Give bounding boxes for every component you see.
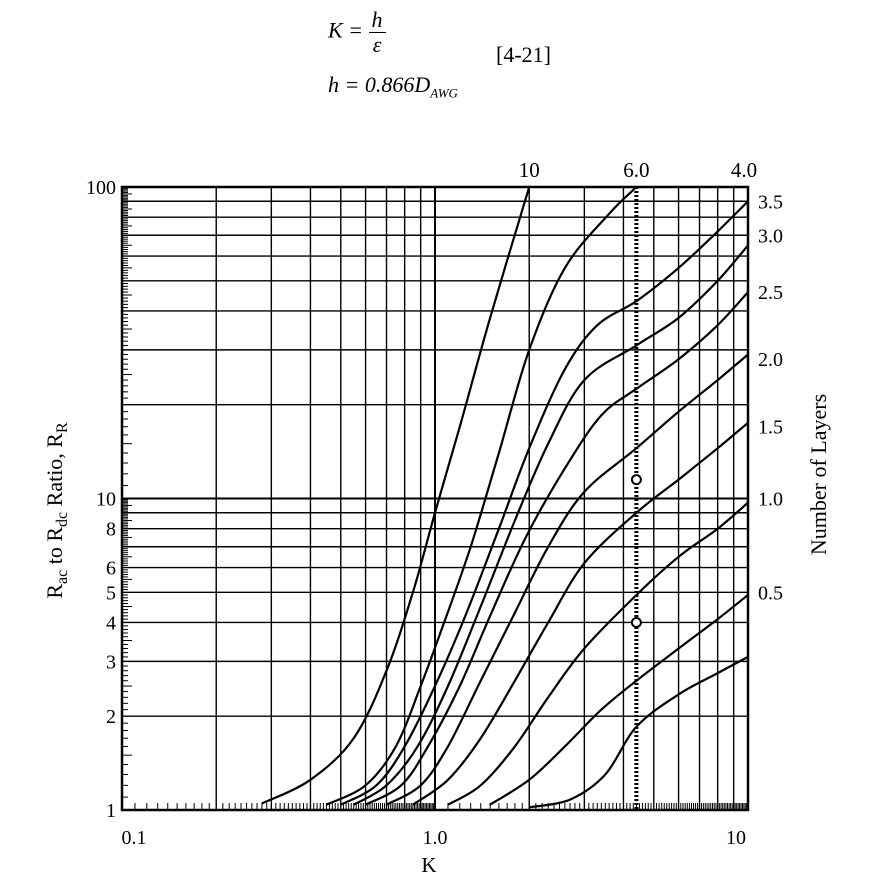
chart-labels: 100 10 8 65 4 3 2 1 0.1 1.0 10 10 6.0 4.03.5 3.0 2.5 2.0…: [42, 158, 831, 877]
series-line-6.0: [326, 187, 638, 806]
series-line-1.5: [447, 501, 748, 806]
x-axis-label: K: [421, 853, 436, 877]
right-layer-label: 0.5: [758, 582, 783, 604]
chart-series: [261, 187, 748, 809]
y-axis-label-part: R: [54, 422, 71, 433]
y-axis-label-part: dc: [54, 512, 71, 527]
y-tick-label: 1: [106, 800, 116, 822]
y-tick-label: 2: [106, 706, 116, 728]
chart-grid: [120, 185, 750, 812]
y-tick-label: 4: [106, 612, 116, 634]
y-axis-label-part: ac: [54, 570, 71, 584]
right-layer-label: 1.0: [758, 489, 783, 511]
y-tick-label: 6: [106, 558, 116, 580]
formula-fraction: h ε: [368, 8, 386, 57]
top-curve-label: 4.0: [731, 158, 757, 182]
right-layer-label: 3.0: [758, 225, 783, 247]
y-axis-label: Rac to Rdc Ratio, RR: [42, 422, 71, 599]
formula-k-lhs: K =: [328, 17, 364, 43]
series-line-2.0: [412, 421, 748, 806]
right-layer-label: 1.5: [758, 417, 783, 439]
formula-d: D: [414, 72, 431, 97]
formula-denominator: ε: [372, 32, 382, 57]
y-axis-label-part: to R: [42, 527, 67, 570]
y-tick-label: 5: [106, 582, 116, 604]
series-line-3.0: [365, 291, 748, 806]
formula-d-subscript: AWG: [430, 85, 458, 101]
top-curve-label: 6.0: [623, 158, 649, 182]
formula-line-2: h = 0.866DAWG: [328, 72, 458, 101]
series-line-3.5: [353, 244, 748, 806]
right-layer-label: 3.5: [758, 191, 783, 213]
marker-point: [630, 474, 642, 486]
y-tick-label: 10: [96, 489, 116, 511]
right-layer-label: 2.0: [758, 349, 783, 371]
x-tick-label: 0.1: [122, 827, 147, 849]
marker-point: [630, 616, 642, 628]
y-tick-label: 100: [86, 177, 116, 199]
equation-number: [4-21]: [496, 42, 551, 67]
series-line-1.0: [489, 594, 748, 806]
series-line-10: [261, 187, 531, 805]
y-axis-label-part: Ratio, R: [42, 433, 67, 512]
x-tick-label: 1.0: [423, 827, 448, 849]
x-tick-label: 10: [726, 827, 746, 849]
series-line-2.5: [385, 353, 748, 806]
series-line-4.0: [340, 200, 748, 806]
formula-line-1: K = h ε: [328, 8, 386, 57]
y-tick-label: 3: [106, 651, 116, 673]
plot-frame: [120, 185, 750, 812]
right-axis-label: Number of Layers: [806, 394, 831, 555]
chart-marker-layer: [630, 187, 642, 810]
y-axis-label-part: R: [42, 584, 67, 599]
formula-h-lhs: h = 0.866: [328, 72, 415, 97]
series-line-0.5: [528, 655, 748, 809]
right-layer-label: 2.5: [758, 282, 783, 304]
y-tick-label: 8: [106, 519, 116, 541]
formula-numerator: h: [368, 8, 386, 33]
top-curve-label: 10: [519, 158, 540, 182]
